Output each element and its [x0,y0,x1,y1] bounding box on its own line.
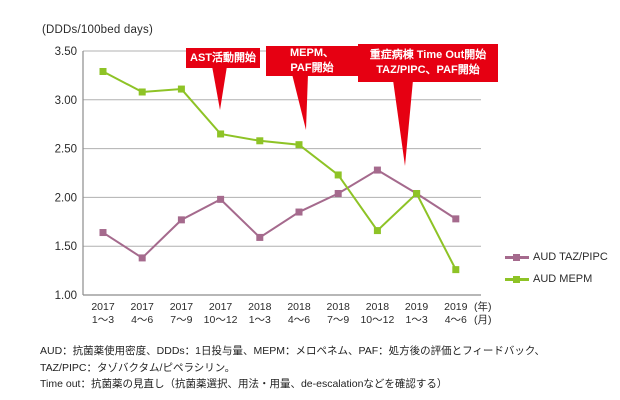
legend-line-marker-icon [505,275,529,284]
data-point-marker [413,189,421,197]
annotation-text-line: MEPM、 [290,47,334,60]
annotation-text-line: PAF開始 [290,62,334,74]
data-point-marker [99,229,107,237]
y-axis-tick-label: 2.50 [55,144,77,156]
legend: AUD TAZ/PIPC AUD MEPM [505,246,608,290]
data-point-marker [177,216,185,224]
x-axis-tick-year: 2018 [366,301,390,313]
footnote-line: AUD：抗菌薬使用密度、DDDs：1日投与量、MEPM：メロペネム、PAF：処方… [40,345,545,357]
legend-label: AUD TAZ/PIPC [533,251,608,263]
callout-tail [212,66,227,110]
y-axis-tick-label: 1.00 [55,290,77,302]
annotation-callout: 重症病棟 Time Out開始 TAZ/PIPC、PAF開始 [358,44,498,82]
data-point-marker [217,130,225,138]
x-axis-tick-year: 2018 [287,301,311,313]
y-axis-tick-label: 2.00 [55,192,77,204]
y-axis-tick-label: 1.50 [55,241,77,253]
data-point-marker [334,171,342,179]
footnote-line: Time out：抗菌薬の見直し（抗菌薬選択、用法・用量、de-escalati… [40,378,448,391]
data-point-marker [295,141,303,149]
x-axis-tick-months: 1～3 [92,314,114,326]
legend-square [513,275,520,283]
legend-line-marker-icon [505,253,529,262]
data-point-marker [373,166,381,174]
data-point-marker [452,266,460,274]
x-axis-tick-year: 2017 [131,301,155,313]
annotation-callout: AST活動開始 [186,48,260,68]
footnotes: AUD：抗菌薬使用密度、DDDs：1日投与量、MEPM：メロペネム、PAF：処方… [40,343,600,393]
data-point-marker [138,88,146,96]
x-axis-tick-year: 2019 [405,301,429,313]
annotation-text-line: TAZ/PIPC、PAF開始 [376,64,480,76]
y-axis-unit-title: (DDDs/100bed days) [42,24,153,36]
footnote-line: TAZ/PIPC：タゾバクタム/ピペラシリン。 [40,361,236,374]
legend-item: AUD TAZ/PIPC [505,246,608,268]
annotation-text-line: AST活動開始 [190,51,256,64]
x-axis-tick-months: 7～9 [170,314,192,326]
x-axis-tick-months: 4～6 [288,314,310,326]
x-axis-tick-year: 2018 [327,301,351,313]
x-axis-tick-months: 4～6 [445,314,467,326]
data-point-marker [334,189,342,197]
data-point-marker [373,227,381,235]
x-axis-tick-year: 2017 [91,301,115,313]
x-axis-tick-months: 10～12 [204,314,238,326]
legend-square [513,253,520,261]
x-axis-unit-month: (月) [474,314,492,326]
x-axis-tick-year: 2017 [170,301,194,313]
legend-label: AUD MEPM [533,273,593,285]
x-axis-tick-months: 1～3 [249,314,271,326]
x-axis-tick-months: 10～12 [360,314,394,326]
data-point-marker [295,208,303,216]
data-point-marker [99,67,107,75]
data-point-marker [177,85,185,93]
x-axis-unit-year: (年) [474,300,492,313]
y-axis-tick-label: 3.50 [55,46,77,58]
data-point-marker [138,254,146,262]
callout-tail [292,74,308,130]
x-axis-tick-year: 2017 [209,301,233,313]
y-axis-tick-label: 3.00 [55,95,77,107]
legend-item: AUD MEPM [505,268,608,290]
annotation-callout: MEPM、 PAF開始 [266,46,358,76]
data-point-marker [256,233,264,241]
data-point-marker [217,195,225,203]
x-axis-tick-months: 4～6 [131,314,153,326]
series-line [102,70,457,271]
x-axis-tick-year: 2019 [444,301,468,313]
data-point-marker [452,215,460,223]
annotation-text-line: 重症病棟 Time Out開始 [369,49,487,62]
x-axis-tick-year: 2018 [248,301,272,313]
line-chart-plot: 3.503.002.502.001.501.0020171～320174～620… [55,46,492,326]
data-point-marker [256,137,264,145]
x-axis-tick-months: 1～3 [406,314,428,326]
series-line [102,168,457,260]
x-axis-tick-months: 7～9 [327,314,349,326]
callout-tail [393,80,413,166]
